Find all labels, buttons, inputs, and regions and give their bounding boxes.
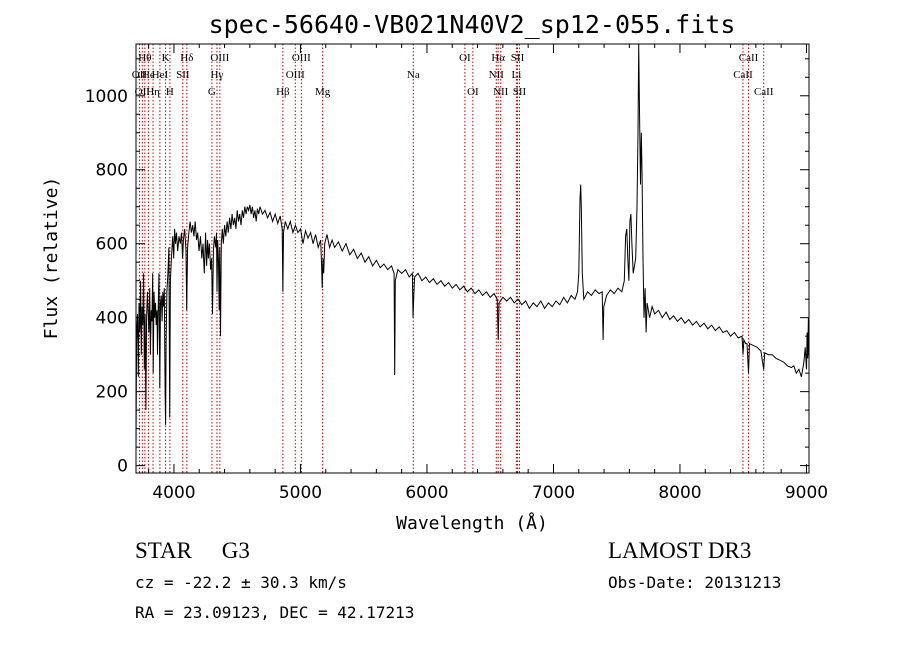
emission-line-labels: OIIOIIHθHeHηHeIKHSIIHδGHγOIIIHβOIIIOIIIM… [132, 52, 774, 98]
line-marker-label: K [162, 52, 170, 64]
y-tick-label: 400 [96, 309, 128, 329]
line-marker-label: SII [176, 69, 190, 81]
object-class: STAR G3 [135, 538, 250, 564]
line-marker-label: SII [513, 86, 527, 98]
plot-frame [135, 43, 810, 474]
line-marker-label: OIII [292, 52, 311, 64]
y-tick-label: 600 [96, 235, 128, 255]
line-marker-label: SII [511, 52, 525, 64]
line-marker-label: Mg [315, 86, 331, 98]
line-marker-label: Hβ [276, 86, 290, 98]
line-marker-label: H [166, 86, 174, 98]
spectrum-line [135, 43, 810, 451]
line-marker-label: OI [459, 52, 471, 64]
y-axis-ticks: 0 200 400 600 800 1000 [85, 58, 809, 477]
line-marker-label: Na [407, 69, 420, 81]
line-marker-label: OIII [210, 52, 229, 64]
x-tick-label: 7000 [532, 483, 575, 503]
x-tick-label: 5000 [279, 483, 322, 503]
y-axis-label: Flux (relative) [41, 177, 62, 340]
y-tick-label: 1000 [85, 87, 128, 107]
line-marker-label: CaII [733, 69, 753, 81]
line-marker-label: Li [512, 69, 522, 81]
object-class-label: STAR [135, 538, 192, 563]
line-marker-label: NII [493, 86, 509, 98]
x-tick-label: 4000 [152, 483, 195, 503]
x-tick-label: 9000 [785, 483, 828, 503]
line-marker-label: HeI [152, 69, 169, 81]
line-marker-label: OI [467, 86, 479, 98]
object-subclass: G3 [221, 538, 250, 563]
line-marker-label: Hα [491, 52, 505, 64]
line-marker-label: CaII [739, 52, 759, 64]
line-marker-label: Hθ [138, 52, 151, 64]
y-tick-label: 200 [96, 383, 128, 403]
line-marker-label: NII [489, 69, 505, 81]
x-axis-label: Wavelength (Å) [396, 512, 548, 534]
survey-label: LAMOST DR3 [608, 538, 752, 563]
spectrum-series [135, 43, 810, 451]
obs-date-readout: Obs-Date: 20131213 [608, 573, 782, 592]
line-marker-label: OIII [286, 69, 305, 81]
coordinates-readout: RA = 23.09123, DEC = 42.17213 [135, 603, 415, 622]
line-marker-label: Hη [146, 86, 160, 98]
line-marker-label: OII [135, 86, 151, 98]
y-tick-label: 0 [117, 457, 128, 477]
line-marker-label: Hδ [180, 52, 193, 64]
line-marker-label: He [142, 69, 155, 81]
line-marker-label: Hγ [211, 69, 224, 81]
line-marker-label: G [208, 86, 216, 98]
x-tick-label: 6000 [405, 483, 448, 503]
emission-line-markers [138, 44, 765, 473]
line-marker-label: CaII [754, 86, 774, 98]
x-axis-ticks: 4000 5000 6000 7000 8000 9000 [148, 44, 828, 503]
y-tick-label: 800 [96, 161, 128, 181]
x-tick-label: 8000 [658, 483, 701, 503]
chart-title: spec-56640-VB021N40V2_sp12-055.fits [209, 10, 736, 39]
redshift-readout: cz = -22.2 ± 30.3 km/s [135, 573, 347, 592]
